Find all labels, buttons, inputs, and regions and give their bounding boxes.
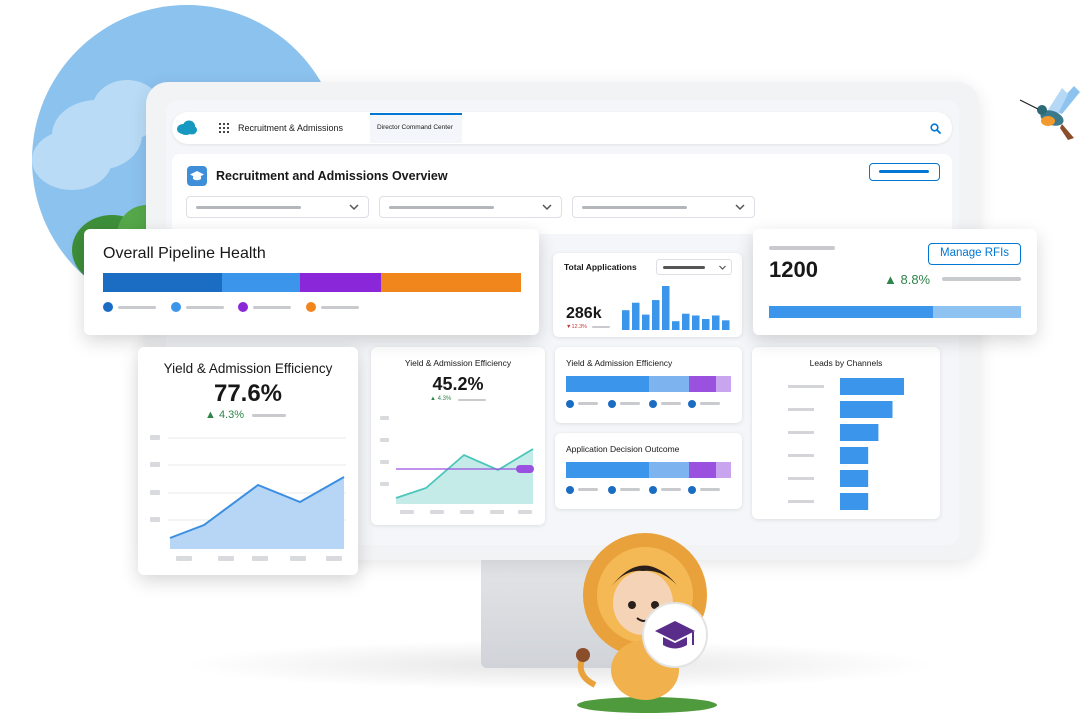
leads-channel-bar	[840, 493, 869, 510]
pipeline-segment-1	[103, 273, 222, 292]
decision-outcome-stacked-bar	[566, 462, 731, 478]
pipeline-segment-3	[300, 273, 381, 292]
global-navbar	[172, 112, 952, 144]
legend-dot	[238, 302, 248, 312]
yield-small-title: Yield & Admission Efficiency	[566, 358, 673, 368]
app-launcher-icon[interactable]	[219, 123, 229, 133]
pipeline-segment-4	[381, 273, 521, 292]
yield-medium-title: Yield & Admission Efficiency	[404, 358, 512, 368]
chevron-down-icon	[542, 204, 552, 211]
yield-large-value: 77.6%	[213, 380, 283, 407]
hummingbird-illustration	[1019, 86, 1080, 140]
rfi-progress-fill	[769, 306, 933, 318]
yield-medium-area-chart	[380, 416, 534, 514]
leads-bar-chart	[788, 378, 904, 510]
leads-channel-bar	[840, 447, 869, 464]
yield-medium-change: ▲ 4.3%	[430, 396, 452, 402]
lion-mascot-illustration	[576, 533, 717, 713]
total-applications-value: 286k	[566, 305, 602, 322]
leads-channel-label	[788, 385, 824, 388]
yield-medium-value: 45.2%	[432, 374, 484, 394]
chevron-down-icon	[349, 204, 359, 211]
legend-dot	[306, 302, 316, 312]
leads-channel-bar	[840, 470, 869, 487]
chevron-down-icon	[735, 204, 745, 211]
yield-large-change: ▲ 4.3%	[205, 409, 245, 421]
filter-dropdown-3[interactable]	[572, 196, 755, 218]
leads-channel-label	[788, 431, 814, 434]
pipeline-title: Overall Pipeline Health	[103, 245, 266, 262]
total-applications-bar	[712, 315, 720, 330]
yield-small-stacked-bar	[566, 376, 731, 392]
total-applications-bar	[682, 313, 690, 330]
leads-channel-bar	[840, 424, 879, 441]
page-title: Recruitment and Admissions Overview	[216, 169, 448, 183]
leads-channel-bar	[840, 401, 893, 418]
app-name: Recruitment & Admissions	[238, 123, 344, 133]
total-applications-bar	[722, 320, 730, 330]
total-applications-bar	[692, 315, 700, 330]
total-applications-bar	[662, 286, 670, 330]
leads-channel-label	[788, 477, 814, 480]
leads-channel-bar	[840, 378, 904, 395]
yield-large-area-chart	[150, 435, 346, 561]
rfi-value: 1200	[769, 257, 818, 282]
salesforce-logo-icon[interactable]	[176, 119, 198, 137]
pipeline-segment-2	[222, 273, 300, 292]
pipeline-stacked-bar	[103, 273, 521, 292]
filter-dropdown-1[interactable]	[186, 196, 369, 218]
tab-director-command-center[interactable]: Director Command Center	[370, 113, 462, 143]
search-icon[interactable]	[930, 123, 941, 134]
header-action-button[interactable]	[869, 163, 940, 181]
rfi-progress-bar	[769, 306, 1021, 318]
total-applications-bar	[642, 314, 650, 330]
leads-channel-label	[788, 500, 814, 503]
total-applications-dropdown[interactable]	[656, 259, 732, 275]
yield-large-title: Yield & Admission Efficiency	[163, 361, 333, 376]
legend-dot	[171, 302, 181, 312]
legend-dot	[103, 302, 113, 312]
chevron-down-icon	[719, 265, 726, 270]
rfi-change: ▲ 8.8%	[884, 272, 931, 287]
leads-channel-label	[788, 454, 814, 457]
total-applications-bar	[622, 310, 630, 330]
overview-header-card	[172, 154, 952, 234]
total-applications-bar	[672, 321, 680, 330]
total-applications-bar-chart	[622, 286, 730, 330]
total-applications-bar	[702, 319, 710, 330]
filter-dropdown-2[interactable]	[379, 196, 562, 218]
manage-rfis-button[interactable]: Manage RFIs	[928, 243, 1021, 265]
leads-channel-label	[788, 408, 814, 411]
total-applications-bar	[652, 300, 660, 330]
graduation-cap-icon	[187, 166, 207, 186]
total-applications-change: ▼12.3%	[566, 324, 588, 330]
leads-title: Leads by Channels	[809, 358, 883, 368]
total-applications-title: Total Applications	[564, 262, 637, 272]
decision-outcome-title: Application Decision Outcome	[566, 444, 680, 454]
total-applications-bar	[632, 302, 640, 330]
